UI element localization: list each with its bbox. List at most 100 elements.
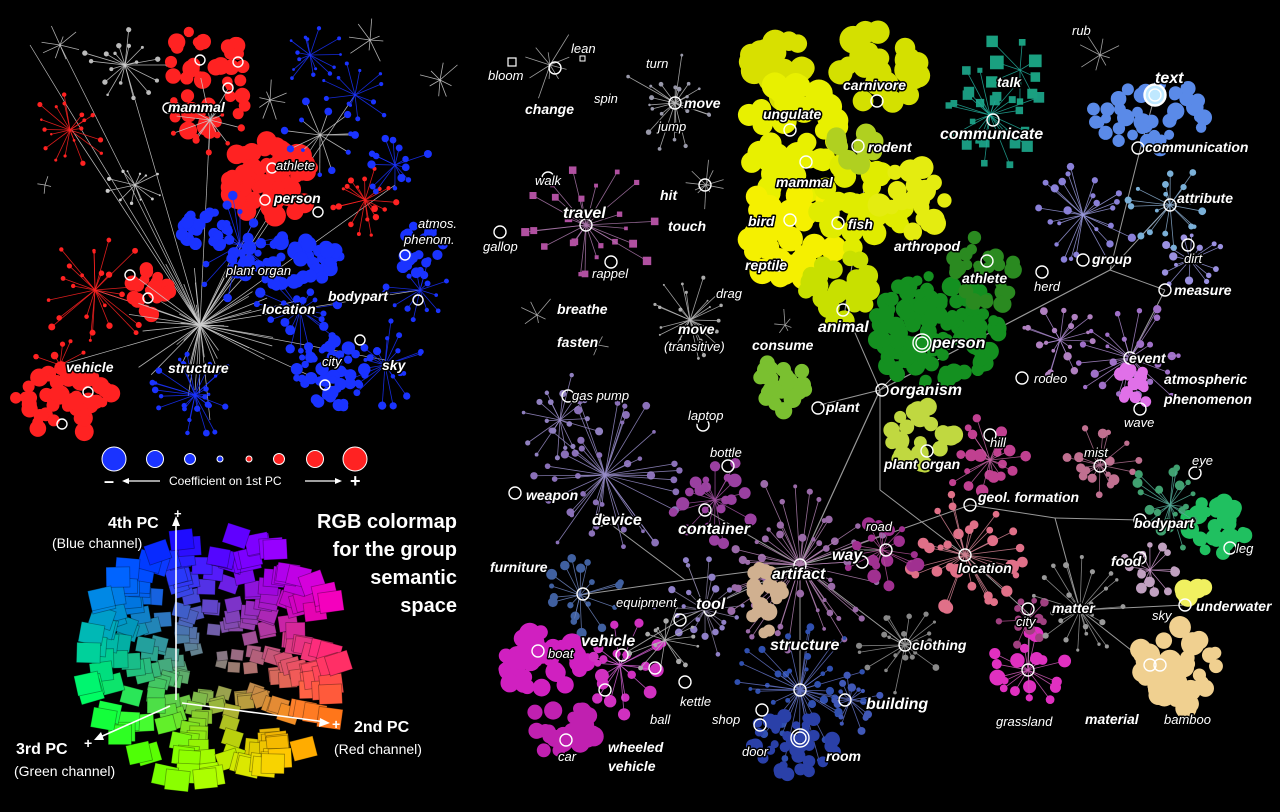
colormap-tile	[207, 623, 221, 636]
node	[254, 163, 267, 176]
node	[393, 303, 397, 307]
node	[1110, 205, 1115, 210]
node	[1121, 604, 1126, 609]
node	[776, 362, 791, 377]
node	[715, 329, 719, 333]
label-touch: touch	[668, 218, 706, 234]
node	[1117, 109, 1134, 126]
label-arthropod: arthropod	[894, 238, 961, 254]
node	[319, 316, 325, 322]
node	[996, 618, 1002, 624]
node	[680, 54, 683, 57]
node	[1019, 39, 1026, 46]
node	[1119, 393, 1129, 403]
pc1-label-person: person	[273, 190, 321, 206]
node	[1223, 501, 1241, 519]
node	[798, 283, 814, 299]
node	[923, 611, 928, 616]
node	[286, 344, 295, 353]
node	[305, 37, 309, 41]
node	[521, 228, 529, 236]
node	[663, 284, 665, 286]
node	[739, 556, 747, 564]
node	[828, 578, 833, 583]
node	[572, 238, 579, 245]
node	[1201, 507, 1212, 518]
node	[816, 497, 821, 502]
node	[824, 732, 840, 748]
label-organism: organism	[890, 382, 962, 399]
node	[691, 635, 695, 639]
label-leg: leg	[1236, 541, 1254, 556]
node	[1136, 583, 1147, 594]
node	[139, 173, 141, 175]
node	[145, 174, 147, 176]
node	[66, 377, 74, 385]
pc4-label: 4th PC	[108, 515, 159, 532]
node	[545, 391, 549, 395]
node	[1145, 505, 1155, 515]
node	[865, 665, 871, 671]
colormap-tile	[202, 599, 218, 613]
label-consume: consume	[752, 337, 814, 353]
label-event: event	[1129, 350, 1167, 366]
node	[827, 666, 833, 672]
node	[203, 430, 210, 437]
node	[634, 180, 639, 185]
node	[151, 198, 154, 201]
node	[876, 306, 894, 324]
node	[1180, 545, 1186, 551]
node	[1130, 639, 1151, 660]
node	[560, 561, 570, 571]
node	[946, 315, 958, 327]
node	[987, 535, 998, 546]
node	[202, 282, 207, 287]
node	[54, 159, 57, 162]
node	[615, 581, 623, 589]
colormap-tile	[193, 768, 218, 790]
node	[397, 174, 405, 182]
node	[550, 427, 556, 433]
node	[235, 88, 251, 104]
node	[645, 632, 650, 637]
node	[299, 117, 304, 122]
node	[59, 247, 63, 251]
node	[1008, 466, 1018, 476]
node	[734, 615, 739, 620]
node	[1068, 345, 1072, 349]
node	[620, 420, 624, 424]
node	[222, 220, 230, 228]
node	[297, 57, 301, 61]
node	[214, 132, 221, 139]
node	[747, 566, 761, 580]
node	[22, 397, 37, 412]
node	[911, 558, 924, 571]
node	[141, 46, 144, 49]
node	[758, 627, 769, 638]
node	[638, 456, 643, 461]
node	[959, 248, 972, 261]
node	[816, 608, 820, 612]
node	[710, 461, 720, 471]
node	[787, 669, 792, 674]
node	[913, 300, 928, 315]
node	[618, 708, 630, 720]
node	[992, 92, 1001, 101]
node	[42, 127, 46, 131]
node	[842, 251, 858, 267]
node	[418, 352, 422, 356]
node	[1205, 530, 1220, 545]
node	[159, 194, 161, 196]
colormap-title-line-4: space	[400, 595, 457, 617]
node	[1032, 594, 1036, 598]
node	[545, 419, 549, 423]
node	[914, 180, 936, 202]
node	[1089, 115, 1102, 128]
pc1-label-plant-organ: plant organ	[225, 263, 291, 278]
node	[314, 67, 317, 70]
node	[1080, 555, 1084, 559]
node	[548, 399, 554, 405]
label-road: road	[866, 519, 893, 534]
node	[1063, 453, 1072, 462]
node	[990, 325, 1006, 341]
